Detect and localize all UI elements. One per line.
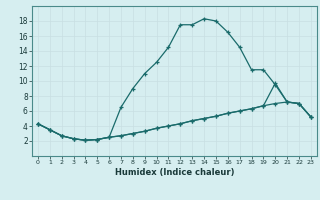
X-axis label: Humidex (Indice chaleur): Humidex (Indice chaleur) — [115, 168, 234, 177]
